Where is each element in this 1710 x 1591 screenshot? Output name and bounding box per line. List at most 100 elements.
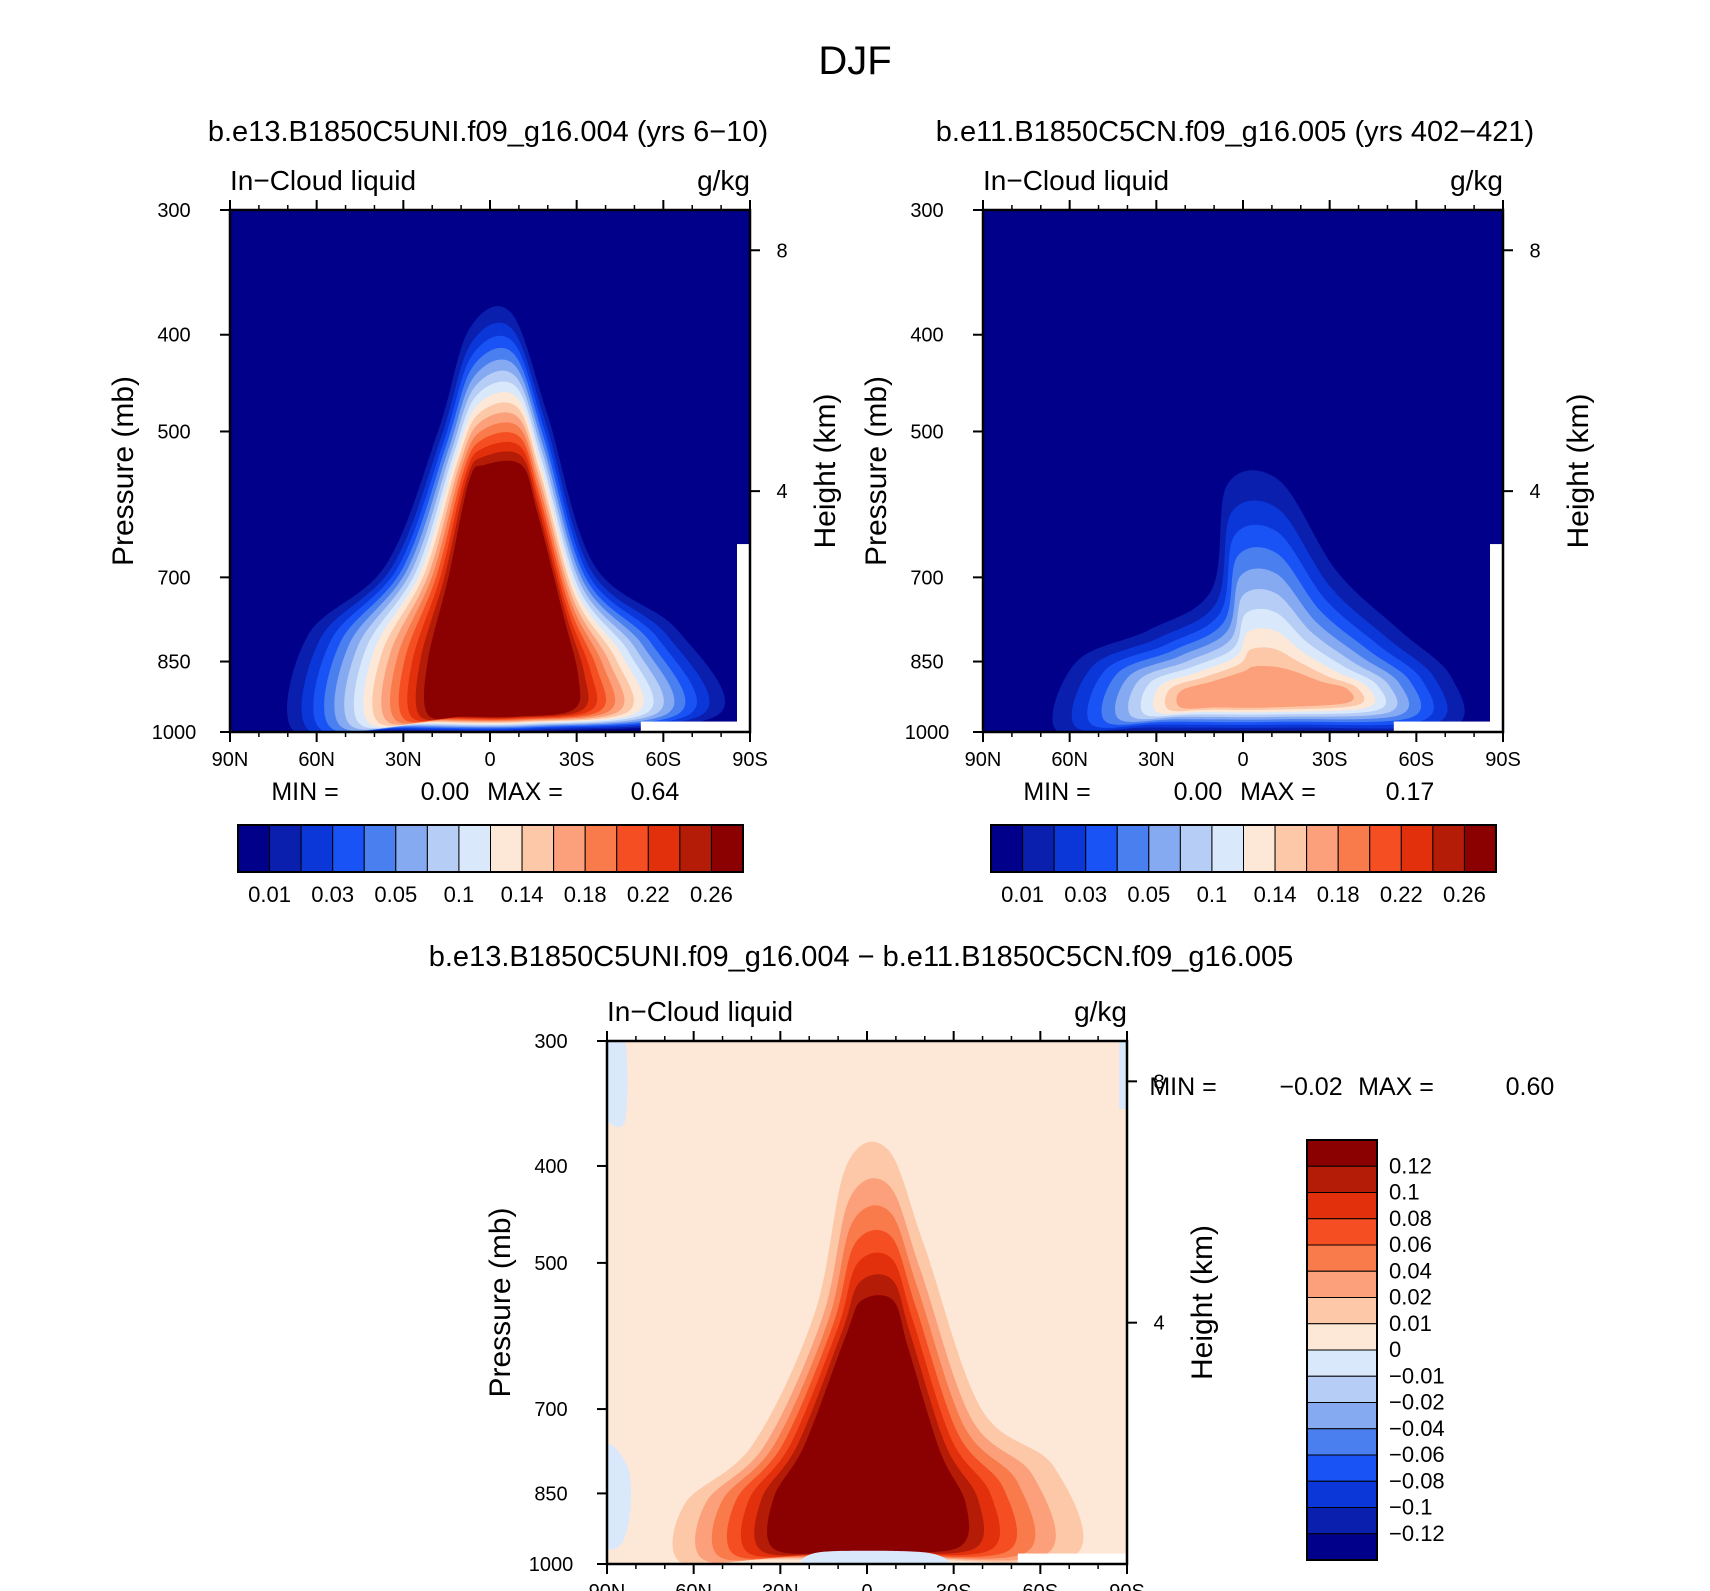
colorbar-swatch <box>584 824 618 873</box>
colorbar-frame <box>990 824 1497 873</box>
min-label: MIN = <box>1149 1073 1216 1101</box>
y-tick-label: 1000 <box>152 722 197 744</box>
colorbar-label: 0.03 <box>1064 882 1107 907</box>
colorbar-swatch <box>1463 824 1497 873</box>
colorbar-label: −0.12 <box>1389 1521 1445 1546</box>
x-tick-label: 0 <box>1237 749 1248 771</box>
contour-field <box>983 210 1503 732</box>
colorbar-label: 0.08 <box>1389 1206 1432 1231</box>
colorbar-swatch <box>1022 824 1055 873</box>
contour-panel-model-b: 90N 60N 30N 0 30S 60S 90S 300 400 500 700 850 1000 8 4… <box>860 165 1595 907</box>
colorbar-frame <box>237 824 744 873</box>
contour-fill-level-15 <box>423 460 581 719</box>
colorbar-swatch <box>1306 824 1339 873</box>
colorbar-swatch <box>1306 1533 1378 1561</box>
max-value: 0.64 <box>631 778 680 806</box>
y-tick-label: 500 <box>534 1253 567 1275</box>
y-tick-label: 1000 <box>529 1554 574 1576</box>
colorbar-label: 0 <box>1389 1337 1401 1362</box>
y-tick-label: 400 <box>157 325 190 347</box>
y-axis-title: Pressure (mb) <box>107 376 140 566</box>
colorbar-label: 0.06 <box>1389 1232 1432 1257</box>
colorbar-swatch <box>426 824 460 873</box>
colorbar-label: 0.26 <box>690 882 733 907</box>
colorbar-swatch <box>1306 1428 1378 1456</box>
x-tick-label: 90S <box>1485 749 1521 771</box>
colorbar-label: 0.14 <box>501 882 544 907</box>
colorbar-label: 0.18 <box>1317 882 1360 907</box>
x-tick-label: 90S <box>732 749 768 771</box>
y-tick-label: 700 <box>534 1399 567 1421</box>
colorbar-swatch <box>1116 824 1150 873</box>
missing-data-area <box>1490 544 1503 732</box>
y-tick-label: 500 <box>910 421 943 443</box>
colorbar-swatch <box>521 824 555 873</box>
missing-data-area <box>640 721 750 732</box>
colorbar-swatch <box>1306 1480 1378 1508</box>
min-label: MIN = <box>1023 778 1090 806</box>
colorbar: 0.01 0.03 0.05 0.1 0.14 0.18 0.22 0.26 <box>990 824 1497 907</box>
y-right-tick-label: 8 <box>776 240 787 262</box>
x-tick-label: 30N <box>1138 749 1175 771</box>
y-right-axis-title: Height (km) <box>809 393 842 548</box>
negative-patch <box>607 1443 632 1550</box>
colorbar-swatch <box>553 824 586 873</box>
y-right-tick-label: 8 <box>1529 240 1540 262</box>
y-right-tick-label: 8 <box>1153 1071 1164 1093</box>
colorbar-label: 0.04 <box>1389 1258 1432 1283</box>
panel-left-label: In−Cloud liquid <box>983 165 1169 196</box>
colorbar-label: 0.12 <box>1389 1153 1432 1178</box>
y-tick-label: 400 <box>910 325 943 347</box>
colorbar-label: 0.05 <box>1127 882 1170 907</box>
colorbar-swatch <box>1306 1454 1378 1482</box>
colorbar-swatch <box>616 824 649 873</box>
colorbar-label: −0.08 <box>1389 1468 1445 1493</box>
colorbar-swatch <box>1306 1349 1378 1377</box>
colorbar-swatch <box>679 824 712 873</box>
x-tick-label: 30S <box>559 749 595 771</box>
colorbar-swatch <box>1337 824 1371 873</box>
colorbar-swatch <box>1306 1402 1378 1430</box>
min-value: 0.00 <box>1174 778 1223 806</box>
colorbar-label: 0.1 <box>1389 1180 1420 1205</box>
colorbar-swatch <box>1306 1297 1378 1325</box>
colorbar-swatch <box>1274 824 1308 873</box>
y-axis-title: Pressure (mb) <box>484 1207 517 1397</box>
max-label: MAX = <box>1240 778 1316 806</box>
panel-c-title: b.e13.B1850C5UNI.f09_g16.004 − b.e11.B18… <box>429 941 1294 973</box>
contour-field <box>230 210 750 732</box>
colorbar-label: −0.01 <box>1389 1363 1445 1388</box>
colorbar-swatch <box>1306 1139 1378 1167</box>
x-tick-label: 60S <box>1023 1581 1059 1591</box>
colorbar-swatch <box>237 824 271 873</box>
colorbar-label: 0.22 <box>1380 882 1423 907</box>
y-tick-label: 700 <box>157 567 190 589</box>
colorbar-swatch <box>1306 1323 1378 1351</box>
figure-title: DJF <box>818 39 891 83</box>
y-tick-label: 400 <box>534 1156 567 1178</box>
y-tick-label: 850 <box>534 1483 567 1505</box>
colorbar-swatch <box>647 824 681 873</box>
colorbar-label: 0.02 <box>1389 1285 1432 1310</box>
colorbar-label: −0.02 <box>1389 1390 1445 1415</box>
colorbar-swatch <box>1369 824 1402 873</box>
y-tick-label: 300 <box>910 200 943 222</box>
y-axis-title: Pressure (mb) <box>860 376 893 566</box>
colorbar-swatch <box>1432 824 1465 873</box>
colorbar-swatch <box>1306 1165 1378 1193</box>
x-tick-label: 90S <box>1109 1581 1145 1591</box>
x-tick-label: 30N <box>385 749 422 771</box>
colorbar-swatch <box>1243 824 1276 873</box>
y-right-tick-label: 4 <box>1153 1313 1164 1335</box>
colorbar-swatch <box>1179 824 1213 873</box>
contour-fill-level-15 <box>767 1295 970 1554</box>
colorbar-swatch <box>300 824 334 873</box>
x-tick-label: 60N <box>298 749 335 771</box>
x-tick-label: 90N <box>212 749 249 771</box>
colorbar-label: 0.05 <box>374 882 417 907</box>
y-tick-label: 500 <box>157 421 190 443</box>
y-tick-label: 700 <box>910 567 943 589</box>
negative-patch <box>607 1041 628 1128</box>
panel-units-label: g/kg <box>697 165 750 196</box>
colorbar-swatch <box>1211 824 1244 873</box>
